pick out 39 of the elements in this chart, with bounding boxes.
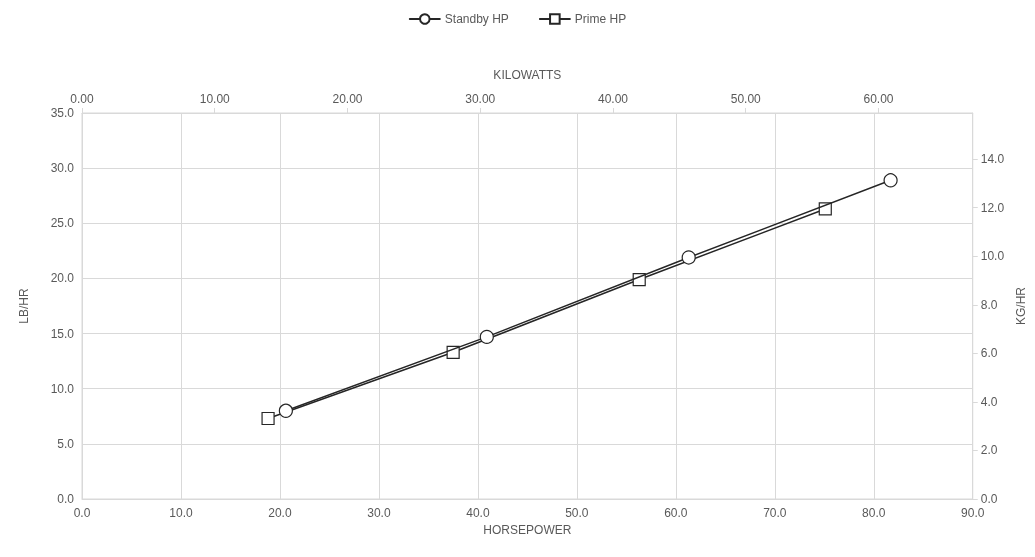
x2-tick-label: 10.00 — [199, 92, 231, 106]
x2-tick-label: 60.00 — [863, 92, 894, 106]
y-tick-label: 5.0 — [57, 436, 75, 451]
x-tick-label: 80.0 — [862, 506, 886, 520]
x-tick-label: 90.0 — [961, 506, 985, 520]
y2-tick-label: 8.0 — [980, 297, 998, 312]
x2-tick-label: 20.00 — [332, 92, 363, 106]
y2-tick-label: 0.0 — [980, 492, 998, 506]
x2-tick-label: 30.00 — [465, 92, 496, 106]
legend-label: Prime HP — [574, 12, 627, 26]
x2-axis-title: KILOWATTS — [493, 68, 562, 82]
x-tick-label: 0.0 — [73, 506, 91, 520]
y-tick-label: 0.0 — [57, 492, 75, 506]
y-axis-title: LB/HR — [17, 287, 31, 324]
y2-tick-label: 4.0 — [980, 394, 998, 409]
y2-tick-label: 12.0 — [980, 200, 1005, 215]
y2-tick-label: 2.0 — [980, 443, 998, 458]
x2-tick-label: 50.00 — [730, 92, 762, 106]
y-tick-label: 30.0 — [50, 161, 75, 176]
legend-label: Standby HP — [444, 12, 509, 26]
y2-axis-title: KG/HR — [1014, 286, 1028, 326]
x-tick-label: 30.0 — [367, 506, 391, 520]
x-tick-label: 40.0 — [466, 506, 490, 520]
x-tick-label: 20.0 — [268, 506, 292, 520]
y2-tick-label: 10.0 — [980, 249, 1005, 264]
x-tick-label: 10.0 — [169, 506, 193, 520]
y-tick-label: 10.0 — [50, 381, 75, 396]
y2-tick-label: 6.0 — [980, 346, 998, 361]
x2-tick-label: 0.00 — [70, 92, 94, 106]
y-tick-label: 20.0 — [50, 271, 75, 286]
x-tick-label: 50.0 — [565, 506, 589, 520]
y-tick-label: 25.0 — [50, 216, 75, 231]
y-tick-label: 15.0 — [50, 326, 75, 341]
x-axis-title: HORSEPOWER — [483, 522, 572, 537]
x-tick-label: 70.0 — [763, 506, 787, 520]
x-tick-label: 60.0 — [664, 506, 688, 520]
y-tick-label: 35.0 — [50, 106, 75, 120]
y2-tick-label: 14.0 — [980, 152, 1005, 167]
x2-tick-label: 40.00 — [597, 92, 629, 106]
